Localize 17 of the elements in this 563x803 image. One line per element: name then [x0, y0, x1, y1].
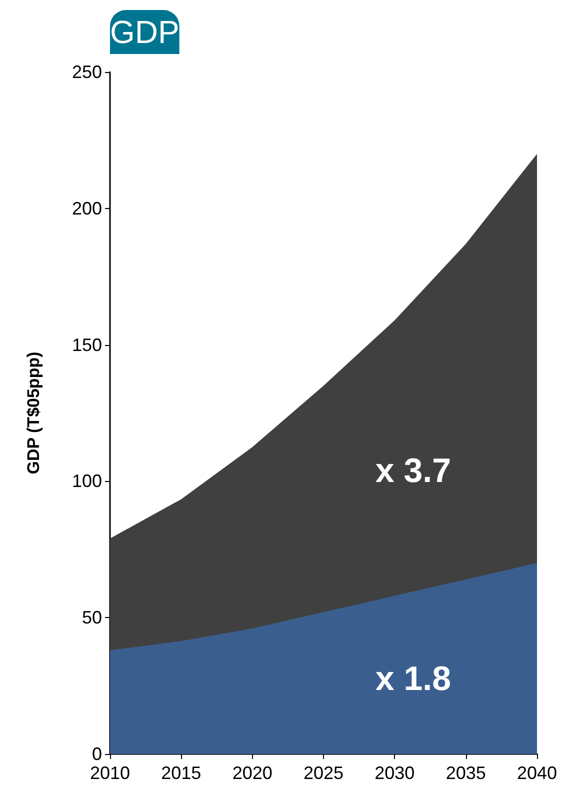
x-tick-label: 2025: [303, 763, 344, 783]
y-axis-title: GDP (T$05ppp): [24, 352, 43, 474]
y-tick-label: 50: [82, 608, 102, 628]
y-tick-label: 150: [72, 334, 102, 355]
x-tick-label: 2035: [446, 763, 486, 783]
y-tick-label: 200: [72, 198, 102, 218]
x-tick-label: 2020: [232, 763, 272, 783]
annotation: x 3.7: [375, 452, 451, 490]
x-tick-label: 2040: [516, 763, 558, 783]
y-tick-label: 100: [72, 471, 102, 492]
y-tick-label: 0: [92, 744, 102, 764]
x-tick-label: 2030: [374, 763, 415, 783]
annotation: x 1.8: [375, 660, 451, 698]
x-tick-label: 2015: [161, 763, 202, 783]
x-tick-label: 2010: [90, 763, 130, 783]
chart-title: GDP: [110, 14, 180, 50]
y-tick-label: 250: [72, 62, 102, 82]
